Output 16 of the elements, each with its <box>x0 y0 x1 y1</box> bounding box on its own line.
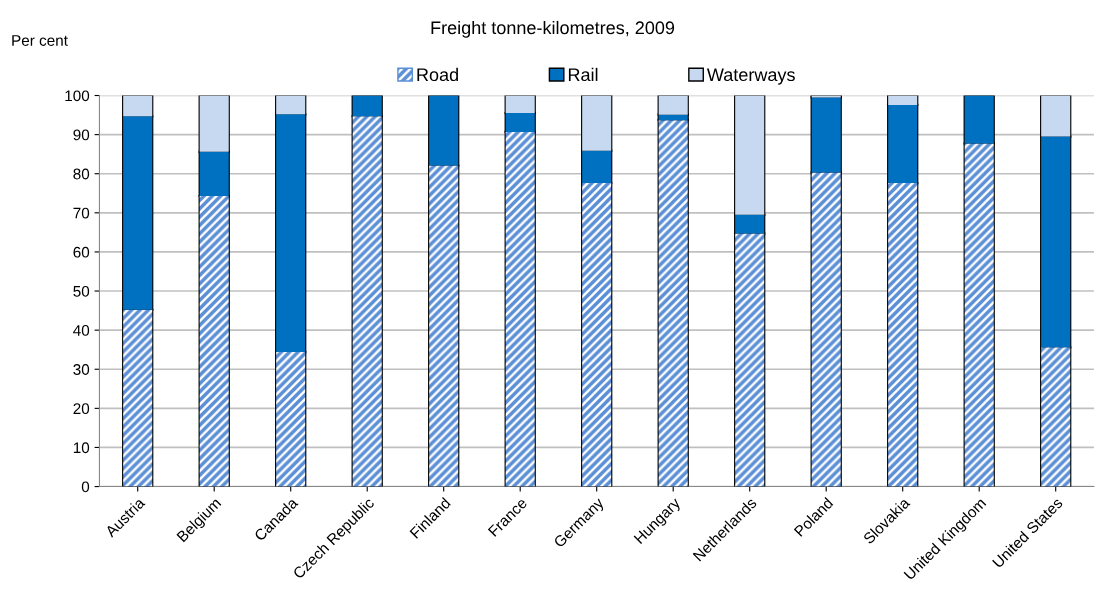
legend-label: Waterways <box>706 68 795 85</box>
y-tick-label: 50 <box>73 285 90 297</box>
y-tick-label: 80 <box>73 168 90 180</box>
y-tick-label: 30 <box>73 364 90 375</box>
y-tick-label: 40 <box>73 325 90 336</box>
y-tick-label: 90 <box>73 129 90 141</box>
chart-title: Freight tonne-kilometres, 2009 <box>431 20 675 38</box>
y-tick-label: 10 <box>73 442 90 454</box>
y-tick-label: 70 <box>73 207 90 219</box>
y-tick-label: 100 <box>65 90 90 102</box>
y-tick-label: 60 <box>73 246 90 258</box>
y-tick-label: 0 <box>81 481 90 493</box>
legend-label: Road <box>417 67 458 82</box>
legend-label: Rail <box>568 67 598 82</box>
y-tick-label: 20 <box>73 403 90 415</box>
y-axis-title: Per cent <box>12 35 68 46</box>
